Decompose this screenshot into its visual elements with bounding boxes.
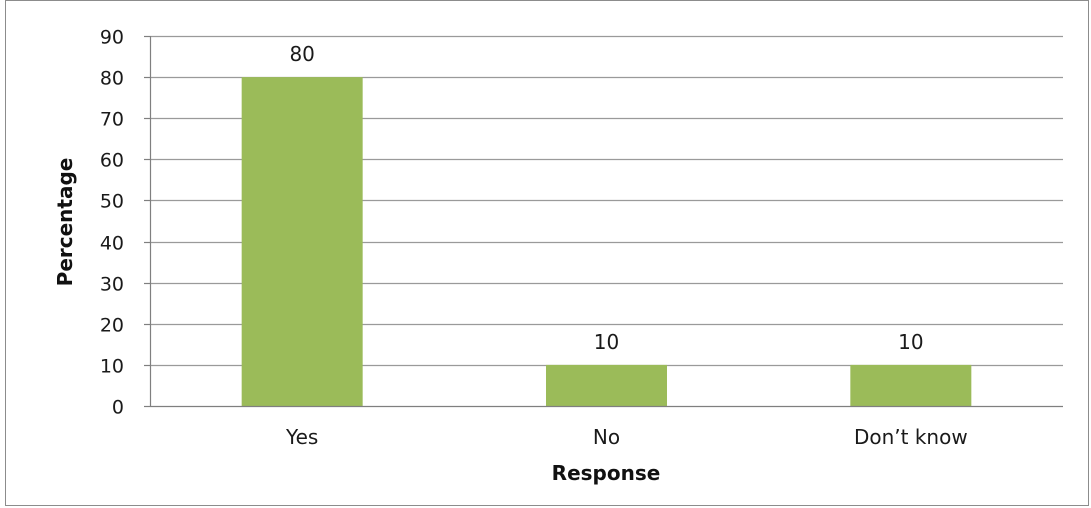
- x-category-label: No: [593, 425, 620, 449]
- data-label: 80: [289, 42, 314, 66]
- bar-don-t-know: [850, 364, 972, 406]
- y-tick-label: 80: [100, 68, 124, 90]
- y-tick-label: 50: [100, 191, 124, 213]
- chart-frame: [5, 0, 1089, 506]
- labels: 0 10 20 30 40 50 60 70 80 90 80 Yes 10 No 10 Don’t know: [100, 27, 968, 450]
- data-label: 10: [594, 330, 619, 354]
- x-axis-title: Response: [552, 461, 661, 485]
- bar-no: [546, 364, 667, 406]
- y-axis-title: Percentage: [53, 158, 77, 287]
- axes: [144, 35, 1063, 408]
- x-category-label: Don’t know: [854, 425, 968, 449]
- data-label: 10: [898, 330, 923, 354]
- x-category-label: Yes: [285, 425, 318, 449]
- y-tick-label: 70: [100, 109, 124, 131]
- bar-yes: [241, 77, 363, 406]
- bars: [241, 77, 972, 406]
- y-tick-label: 30: [100, 274, 124, 296]
- y-tick-label: 60: [100, 150, 124, 172]
- y-tick-label: 40: [100, 233, 124, 255]
- y-tick-label: 0: [112, 397, 124, 419]
- y-tick-label: 10: [100, 356, 124, 378]
- y-tick-label: 20: [100, 315, 124, 337]
- y-tick-label: 90: [100, 27, 124, 49]
